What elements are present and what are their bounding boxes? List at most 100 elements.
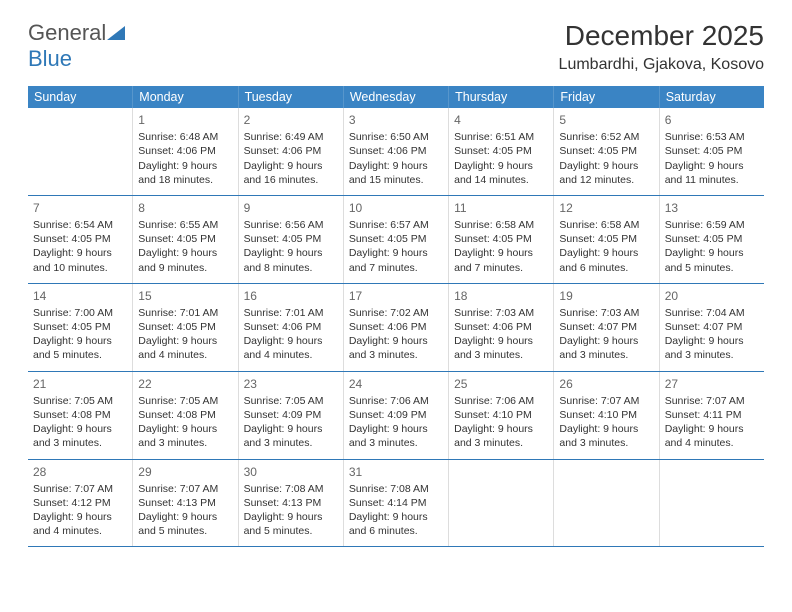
sunset-text: Sunset: 4:05 PM [665,144,759,158]
sunrise-text: Sunrise: 7:05 AM [138,394,232,408]
calendar-cell: 19Sunrise: 7:03 AMSunset: 4:07 PMDayligh… [554,284,659,371]
sunrise-text: Sunrise: 6:54 AM [33,218,127,232]
day-number: 28 [33,464,127,480]
daylight-text-2: and 6 minutes. [559,261,653,275]
day-number: 23 [244,376,338,392]
sunrise-text: Sunrise: 6:52 AM [559,130,653,144]
calendar-cell: 30Sunrise: 7:08 AMSunset: 4:13 PMDayligh… [239,460,344,547]
daylight-text-1: Daylight: 9 hours [138,334,232,348]
sunrise-text: Sunrise: 6:57 AM [349,218,443,232]
sunrise-text: Sunrise: 7:03 AM [559,306,653,320]
weekday-header: Saturday [660,86,764,108]
logo-triangle-icon [107,26,125,40]
sunset-text: Sunset: 4:09 PM [244,408,338,422]
calendar-cell: 23Sunrise: 7:05 AMSunset: 4:09 PMDayligh… [239,372,344,459]
sunset-text: Sunset: 4:05 PM [138,320,232,334]
calendar-cell [449,460,554,547]
daylight-text-2: and 3 minutes. [559,436,653,450]
sunrise-text: Sunrise: 7:02 AM [349,306,443,320]
daylight-text-1: Daylight: 9 hours [559,246,653,260]
daylight-text-1: Daylight: 9 hours [138,246,232,260]
sunset-text: Sunset: 4:06 PM [454,320,548,334]
calendar-cell [660,460,764,547]
daylight-text-1: Daylight: 9 hours [665,159,759,173]
calendar-page: GeneralBlue December 2025 Lumbardhi, Gja… [0,0,792,567]
daylight-text-2: and 12 minutes. [559,173,653,187]
calendar-cell [554,460,659,547]
sunset-text: Sunset: 4:06 PM [138,144,232,158]
sunset-text: Sunset: 4:05 PM [559,232,653,246]
day-number: 11 [454,200,548,216]
calendar-cell: 10Sunrise: 6:57 AMSunset: 4:05 PMDayligh… [344,196,449,283]
calendar-cell: 2Sunrise: 6:49 AMSunset: 4:06 PMDaylight… [239,108,344,195]
day-number: 12 [559,200,653,216]
daylight-text-1: Daylight: 9 hours [33,422,127,436]
location-text: Lumbardhi, Gjakova, Kosovo [559,56,764,74]
sunrise-text: Sunrise: 7:08 AM [244,482,338,496]
sunrise-text: Sunrise: 7:07 AM [559,394,653,408]
daylight-text-2: and 4 minutes. [33,524,127,538]
daylight-text-2: and 3 minutes. [244,436,338,450]
daylight-text-1: Daylight: 9 hours [665,422,759,436]
daylight-text-2: and 14 minutes. [454,173,548,187]
sunrise-text: Sunrise: 7:07 AM [665,394,759,408]
daylight-text-2: and 5 minutes. [244,524,338,538]
daylight-text-1: Daylight: 9 hours [349,510,443,524]
sunrise-text: Sunrise: 6:53 AM [665,130,759,144]
calendar-cell: 3Sunrise: 6:50 AMSunset: 4:06 PMDaylight… [344,108,449,195]
calendar-cell: 14Sunrise: 7:00 AMSunset: 4:05 PMDayligh… [28,284,133,371]
sunset-text: Sunset: 4:10 PM [559,408,653,422]
daylight-text-1: Daylight: 9 hours [33,510,127,524]
sunrise-text: Sunrise: 7:07 AM [33,482,127,496]
sunset-text: Sunset: 4:07 PM [665,320,759,334]
sunset-text: Sunset: 4:13 PM [244,496,338,510]
daylight-text-2: and 3 minutes. [138,436,232,450]
calendar-cell: 4Sunrise: 6:51 AMSunset: 4:05 PMDaylight… [449,108,554,195]
calendar-cell: 22Sunrise: 7:05 AMSunset: 4:08 PMDayligh… [133,372,238,459]
day-number: 10 [349,200,443,216]
day-number: 26 [559,376,653,392]
calendar-row: 1Sunrise: 6:48 AMSunset: 4:06 PMDaylight… [28,108,764,196]
weekday-header: Wednesday [344,86,449,108]
sunrise-text: Sunrise: 6:51 AM [454,130,548,144]
daylight-text-1: Daylight: 9 hours [454,246,548,260]
calendar-cell: 17Sunrise: 7:02 AMSunset: 4:06 PMDayligh… [344,284,449,371]
sunset-text: Sunset: 4:05 PM [454,232,548,246]
day-number: 15 [138,288,232,304]
daylight-text-2: and 3 minutes. [33,436,127,450]
day-number: 1 [138,112,232,128]
daylight-text-2: and 4 minutes. [244,348,338,362]
daylight-text-1: Daylight: 9 hours [33,334,127,348]
daylight-text-1: Daylight: 9 hours [33,246,127,260]
sunset-text: Sunset: 4:05 PM [138,232,232,246]
calendar-cell: 26Sunrise: 7:07 AMSunset: 4:10 PMDayligh… [554,372,659,459]
calendar-cell: 24Sunrise: 7:06 AMSunset: 4:09 PMDayligh… [344,372,449,459]
sunrise-text: Sunrise: 6:59 AM [665,218,759,232]
daylight-text-2: and 6 minutes. [349,524,443,538]
page-title: December 2025 [559,20,764,52]
weekday-header: Monday [133,86,238,108]
daylight-text-2: and 3 minutes. [349,348,443,362]
daylight-text-2: and 3 minutes. [665,348,759,362]
daylight-text-1: Daylight: 9 hours [138,422,232,436]
sunset-text: Sunset: 4:14 PM [349,496,443,510]
calendar-cell: 12Sunrise: 6:58 AMSunset: 4:05 PMDayligh… [554,196,659,283]
sunset-text: Sunset: 4:12 PM [33,496,127,510]
sunset-text: Sunset: 4:09 PM [349,408,443,422]
daylight-text-1: Daylight: 9 hours [244,334,338,348]
daylight-text-1: Daylight: 9 hours [454,334,548,348]
sunrise-text: Sunrise: 7:01 AM [138,306,232,320]
daylight-text-2: and 5 minutes. [665,261,759,275]
calendar-cell: 6Sunrise: 6:53 AMSunset: 4:05 PMDaylight… [660,108,764,195]
sunrise-text: Sunrise: 7:05 AM [244,394,338,408]
weekday-header: Thursday [449,86,554,108]
sunset-text: Sunset: 4:08 PM [138,408,232,422]
daylight-text-2: and 18 minutes. [138,173,232,187]
sunrise-text: Sunrise: 7:08 AM [349,482,443,496]
sunset-text: Sunset: 4:05 PM [559,144,653,158]
daylight-text-2: and 15 minutes. [349,173,443,187]
day-number: 29 [138,464,232,480]
sunset-text: Sunset: 4:06 PM [244,144,338,158]
sunset-text: Sunset: 4:07 PM [559,320,653,334]
logo-text-part2: Blue [28,46,72,71]
